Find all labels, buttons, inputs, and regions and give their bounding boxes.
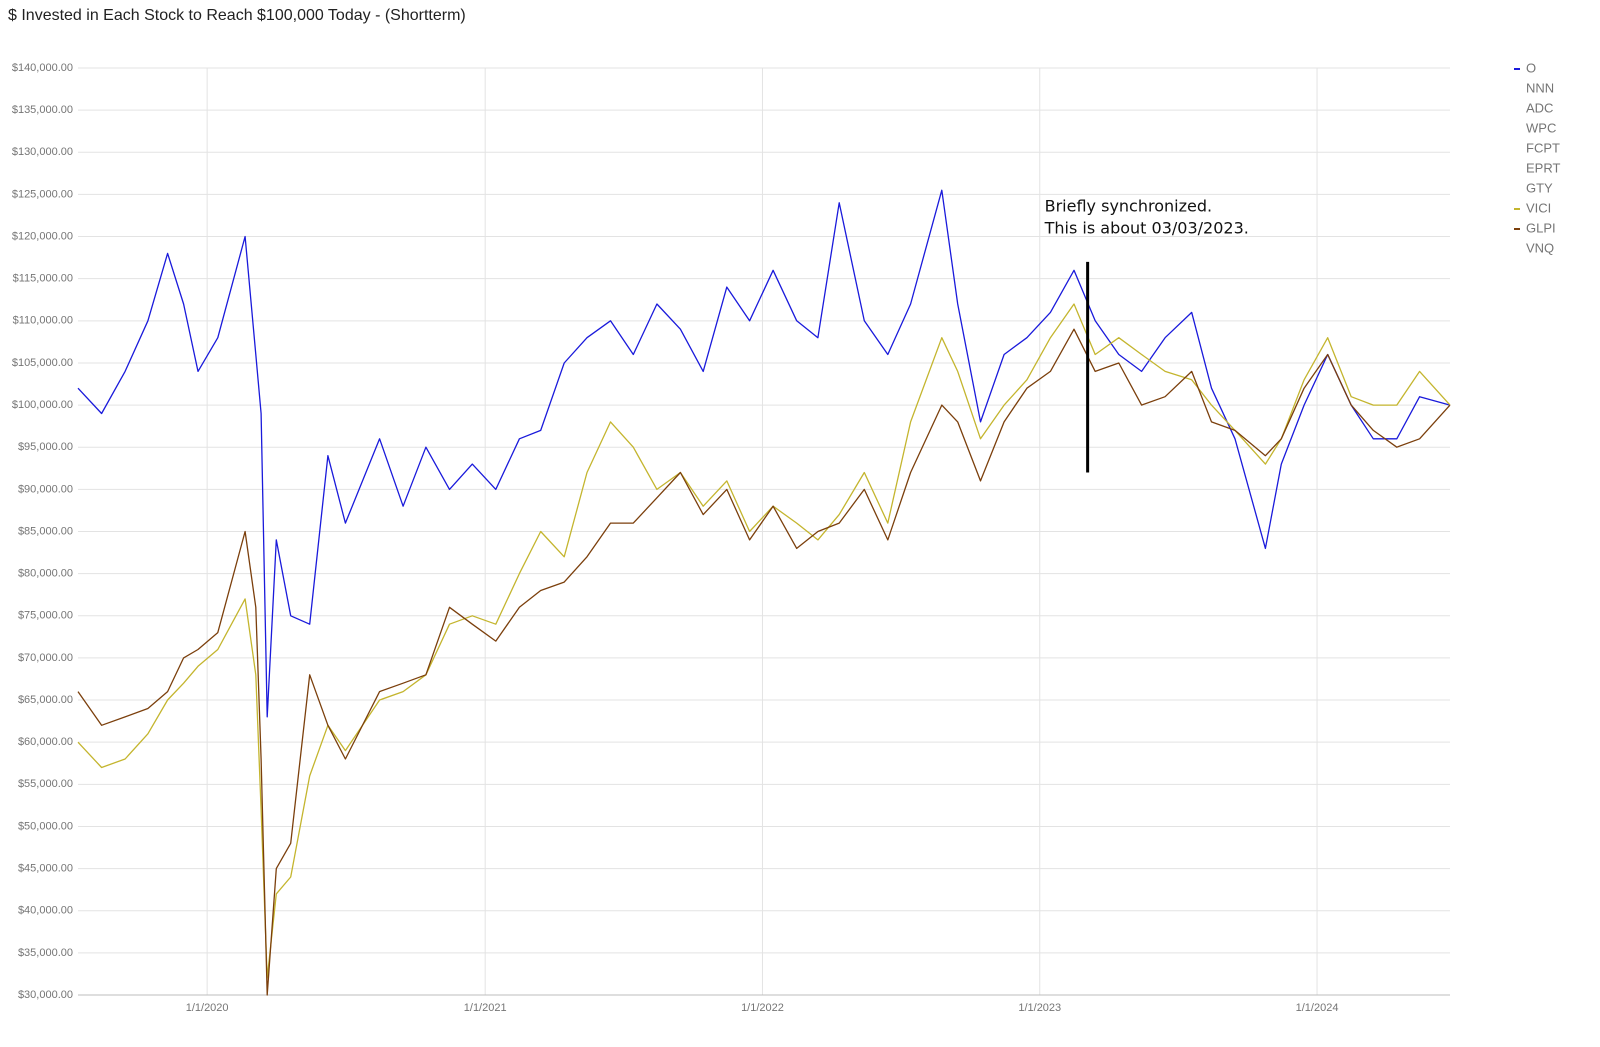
x-tick-label: 1/1/2023 <box>1018 1002 1061 1014</box>
y-tick-label: $105,000.00 <box>12 357 73 369</box>
y-tick-label: $55,000.00 <box>18 778 73 790</box>
y-tick-label: $45,000.00 <box>18 862 73 874</box>
y-tick-label: $50,000.00 <box>18 820 73 832</box>
x-tick-label: 1/1/2021 <box>464 1002 507 1014</box>
annotation-text: Briefly synchronized. <box>1045 196 1212 215</box>
legend-label: GTY <box>1526 180 1553 195</box>
legend-label: VICI <box>1526 200 1551 215</box>
y-tick-label: $35,000.00 <box>18 947 73 959</box>
chart-title: $ Invested in Each Stock to Reach $100,0… <box>8 7 466 24</box>
legend-label: NNN <box>1526 80 1554 95</box>
legend-label: WPC <box>1526 120 1556 135</box>
x-tick-label: 1/1/2022 <box>741 1002 784 1014</box>
annotation-text: This is about 03/03/2023. <box>1044 218 1249 237</box>
y-tick-label: $40,000.00 <box>18 905 73 917</box>
y-tick-label: $80,000.00 <box>18 568 73 580</box>
legend-label: EPRT <box>1526 160 1560 175</box>
series-line <box>77 328 1451 996</box>
legend-label: VNQ <box>1526 240 1554 255</box>
legend-label: O <box>1526 60 1536 75</box>
y-tick-label: $85,000.00 <box>18 525 73 537</box>
y-tick-label: $100,000.00 <box>12 399 73 411</box>
y-tick-label: $60,000.00 <box>18 736 73 748</box>
y-tick-label: $95,000.00 <box>18 441 73 453</box>
legend-label: GLPI <box>1526 220 1556 235</box>
y-tick-label: $130,000.00 <box>12 146 73 158</box>
y-tick-label: $75,000.00 <box>18 610 73 622</box>
y-tick-label: $110,000.00 <box>13 315 73 327</box>
y-tick-label: $135,000.00 <box>12 104 73 116</box>
y-tick-label: $30,000.00 <box>18 989 73 1001</box>
x-tick-label: 1/1/2020 <box>186 1002 229 1014</box>
y-tick-label: $115,000.00 <box>13 273 73 285</box>
y-tick-label: $70,000.00 <box>18 652 73 664</box>
series-line <box>77 189 1451 718</box>
y-tick-label: $140,000.00 <box>12 62 73 74</box>
y-tick-label: $120,000.00 <box>12 230 73 242</box>
x-tick-label: 1/1/2024 <box>1296 1002 1339 1014</box>
y-tick-label: $90,000.00 <box>18 483 73 495</box>
legend-label: ADC <box>1526 100 1553 115</box>
legend-label: FCPT <box>1526 140 1560 155</box>
y-tick-label: $65,000.00 <box>18 694 73 706</box>
y-tick-label: $125,000.00 <box>12 188 73 200</box>
